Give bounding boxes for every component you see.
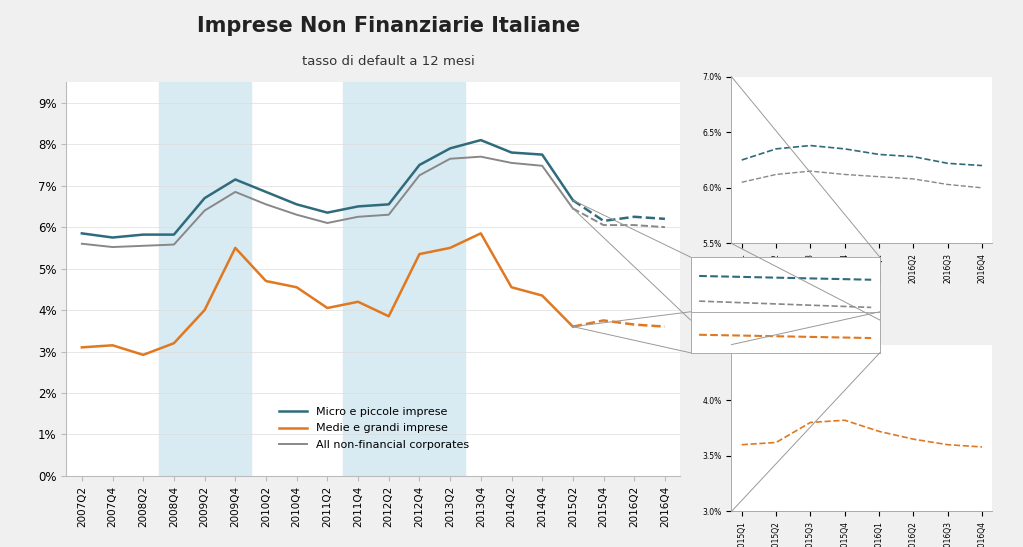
Text: Imprese Non Finanziarie Italiane: Imprese Non Finanziarie Italiane [197, 16, 580, 37]
Legend: Micro e piccole imprese, Medie e grandi imprese, All non-financial corporates: Micro e piccole imprese, Medie e grandi … [274, 403, 474, 455]
Bar [343, 82, 465, 476]
Bar [159, 82, 251, 476]
Text: tasso di default a 12 mesi: tasso di default a 12 mesi [303, 55, 475, 68]
